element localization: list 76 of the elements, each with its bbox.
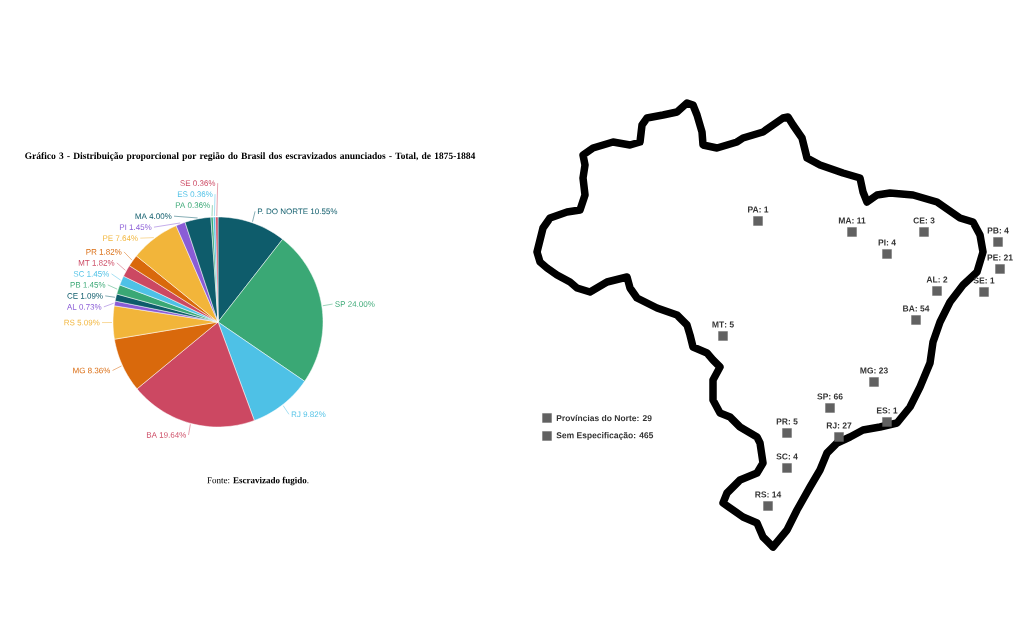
category-label: PB [987, 227, 999, 234]
slice-label: P. DO NORTE [257, 208, 308, 215]
data-label: 9.82% [303, 411, 326, 418]
data-label: 0.36% [190, 191, 213, 197]
category-label: PE [987, 254, 999, 261]
data-label: 1.45% [83, 282, 106, 288]
slice-label: MA [135, 213, 147, 219]
slice-label: SP [335, 301, 346, 307]
category-label: RJ [826, 422, 837, 429]
slice-label: MT [78, 260, 90, 266]
slice-label: ES [177, 191, 188, 197]
category-label: MG [860, 367, 874, 374]
slice-label: SE [180, 180, 191, 186]
slice-label: PB [70, 282, 81, 288]
chart-title: Gráfico 3 - Distribuição proporcional por região do Brasil dos escravizados anunciados - Total, de 1875-1884 [25, 152, 476, 161]
data-label: : 66 [829, 393, 843, 400]
slice-label: PR [86, 249, 97, 255]
slice-label: PA [175, 202, 186, 208]
data-label: 1.45% [129, 224, 152, 230]
data-label: 5.09% [77, 319, 100, 326]
category-label: Províncias do Norte [556, 414, 637, 422]
data-label: : 5 [788, 418, 798, 425]
data-label: : 1 [985, 277, 995, 284]
data-label: : 465 [634, 432, 654, 439]
data-label: 0.36% [187, 202, 210, 208]
data-label: 1.82% [99, 249, 122, 255]
data-label: 1.45% [87, 271, 110, 277]
category-label: SE [973, 277, 985, 284]
source-note: Fonte: Escravizado fugido. [207, 476, 309, 486]
data-label: : 4 [788, 453, 798, 460]
data-label: : 21 [999, 254, 1013, 261]
category-label: SP [817, 393, 829, 400]
category-label: CE [913, 217, 925, 224]
category-label: BA [903, 305, 915, 312]
category-label: MT [712, 321, 725, 328]
data-label: 0.73% [79, 304, 102, 310]
data-label: : 23 [874, 367, 888, 374]
slice-label: PE [103, 235, 113, 241]
category-label: AL [926, 276, 938, 283]
category-label: PR [776, 418, 788, 425]
data-label: 24.00% [348, 301, 375, 307]
category-label: RS [755, 491, 767, 498]
category-label: ES [876, 407, 888, 414]
slice-label: AL [66, 304, 77, 310]
data-label: : 2 [938, 276, 948, 283]
category-label: MA [838, 217, 852, 224]
data-label: 1.09% [80, 293, 103, 299]
data-label: 0.36% [193, 180, 216, 186]
data-label: : 4 [886, 239, 896, 246]
data-label: 1.82% [92, 260, 115, 266]
data-label: : 54 [915, 305, 930, 312]
category-label: PI [878, 239, 886, 246]
slice-label: SC [73, 271, 85, 277]
category-label: Sem Especificação [556, 432, 633, 440]
slice-label: MG [73, 367, 85, 374]
data-label: : 4 [999, 227, 1009, 234]
slice-label: PI [119, 224, 127, 230]
data-label: : 3 [925, 217, 935, 224]
data-label: : 29 [637, 415, 652, 422]
data-label: : 1 [888, 407, 898, 414]
slice-label: CE [67, 293, 78, 299]
data-label: : 5 [725, 321, 734, 328]
slice-label: RS [64, 319, 75, 326]
slice-label: RJ [291, 411, 301, 418]
data-label: 10.55% [310, 208, 338, 215]
data-label: : 14 [767, 491, 782, 498]
data-label: : 1 [759, 206, 769, 213]
data-label: : 27 [837, 422, 852, 429]
data-label: 7.64% [115, 235, 138, 241]
category-label: SC [776, 453, 788, 460]
data-label: : 11 [852, 217, 866, 224]
data-label: 8.36% [88, 367, 111, 374]
category-label: PA [748, 206, 759, 213]
slice-label: BA [146, 432, 157, 438]
data-label: 19.64% [159, 432, 187, 438]
data-label: 4.00% [149, 213, 172, 219]
